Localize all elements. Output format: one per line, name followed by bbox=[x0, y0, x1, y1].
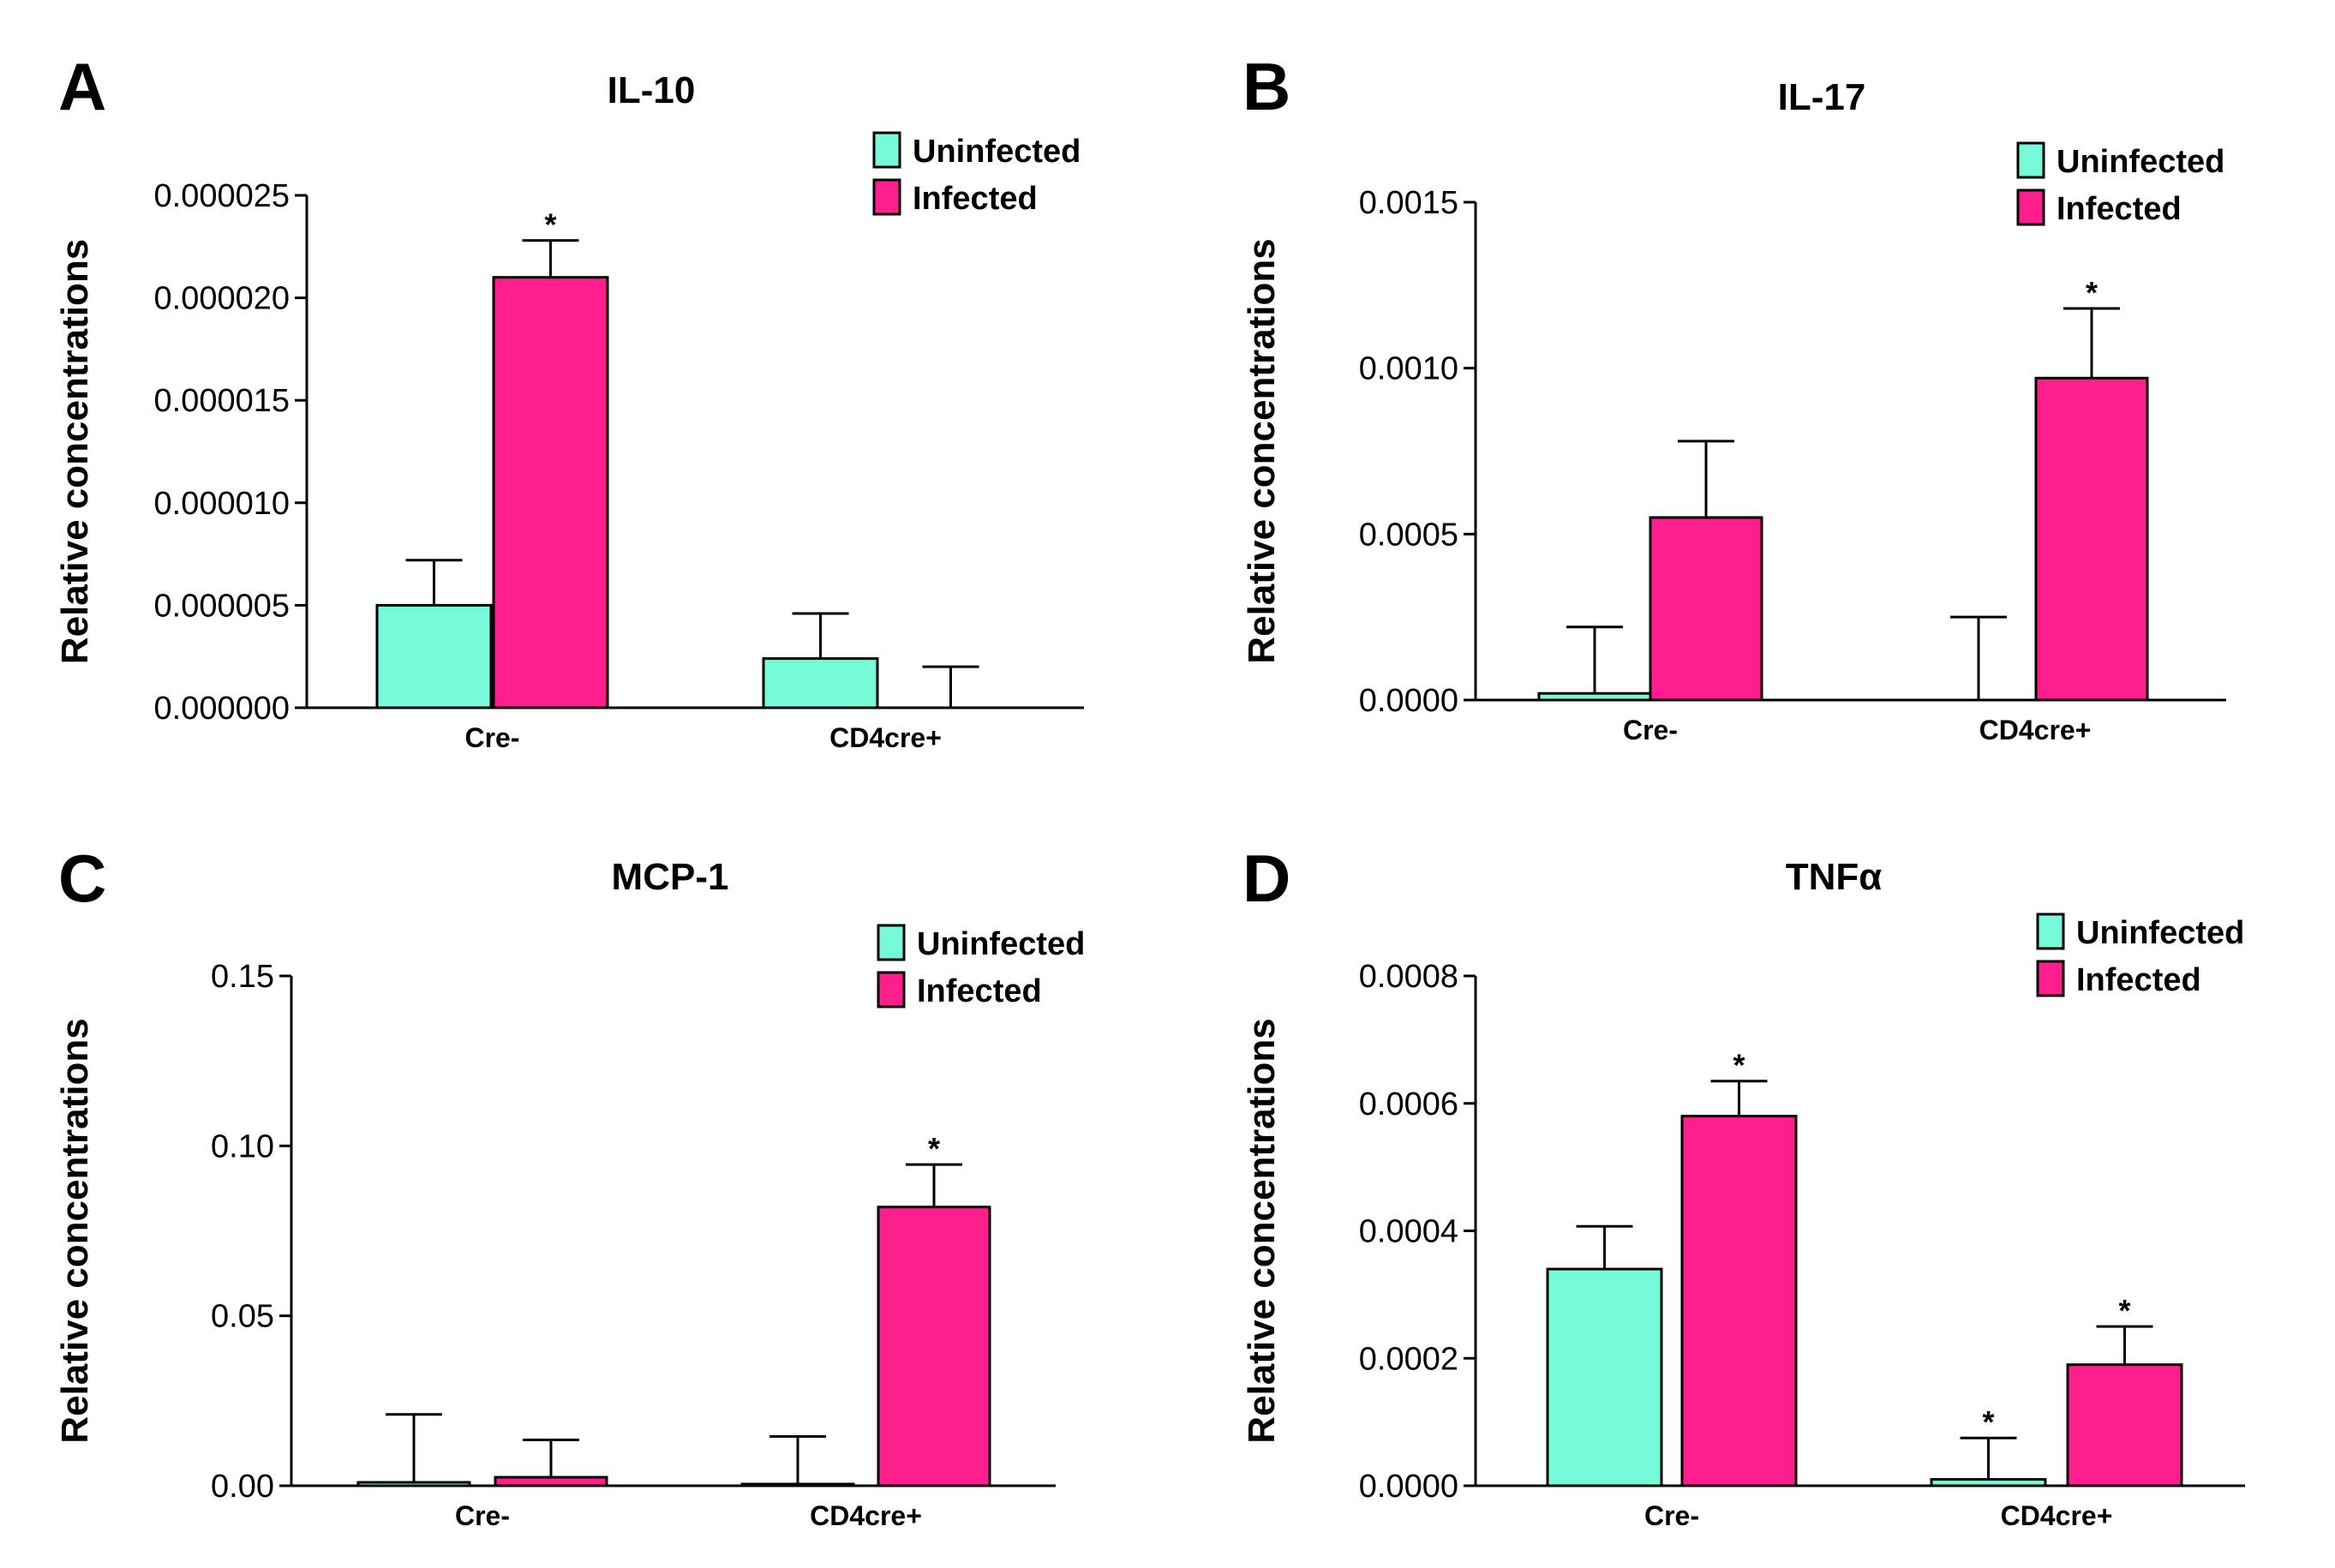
legend: Uninfected Infected bbox=[2016, 141, 2224, 227]
y-tick-label: 0.10 bbox=[211, 1128, 274, 1164]
legend-swatch-uninfected bbox=[2036, 913, 2065, 950]
chart-title: MCP-1 bbox=[612, 856, 729, 898]
y-tick-label: 0.00 bbox=[211, 1469, 274, 1505]
panel-b: B IL-17 Relative concentrations 0.0000 0.000… bbox=[1241, 49, 2226, 745]
y-tick-label: 0.15 bbox=[211, 959, 274, 995]
legend: Uninfected Infected bbox=[877, 924, 1085, 1009]
y-tick-label: 0.000010 bbox=[154, 486, 290, 522]
bar-uninfected bbox=[1546, 1267, 1663, 1487]
significance-star: * bbox=[1982, 1404, 1994, 1439]
legend-swatch-infected bbox=[2016, 189, 2045, 226]
y-tick-label: 0.0000 bbox=[1359, 683, 1458, 719]
legend-swatch-infected bbox=[2036, 960, 2065, 997]
significance-star: * bbox=[2086, 275, 2098, 310]
y-tick-label: 0.0015 bbox=[1359, 185, 1458, 221]
y-tick-label: 0.0005 bbox=[1359, 517, 1458, 553]
panel-a: A IL-10 Relative concentrations 0.000000 0.0… bbox=[54, 49, 1084, 753]
panel-letter: C bbox=[58, 841, 106, 916]
significance-star: * bbox=[544, 207, 556, 242]
panel-letter: D bbox=[1242, 841, 1290, 916]
bar-uninfected bbox=[740, 1482, 855, 1487]
y-tick-label: 0.000015 bbox=[154, 383, 290, 419]
y-tick-label: 0.000025 bbox=[154, 178, 290, 214]
bar-uninfected bbox=[1930, 1478, 2047, 1487]
x-tick-label: CD4cre+ bbox=[1979, 715, 2092, 745]
legend: Uninfected Infected bbox=[872, 131, 1081, 217]
panel-letter: B bbox=[1242, 49, 1290, 124]
y-axis-label: Relative concentrations bbox=[54, 1018, 96, 1443]
legend-label: Infected bbox=[2076, 962, 2201, 998]
legend-label: Infected bbox=[917, 973, 1042, 1009]
y-tick-label: 0.05 bbox=[211, 1299, 274, 1335]
legend-swatch-infected bbox=[872, 178, 901, 216]
y-tick-label: 0.0006 bbox=[1359, 1086, 1458, 1122]
panel-c: C MCP-1 Relative concentrations 0.00 0.05 0.1… bbox=[54, 841, 1085, 1531]
legend-swatch-uninfected bbox=[2016, 141, 2045, 179]
x-tick-label: CD4cre+ bbox=[829, 722, 942, 753]
bar-infected bbox=[1680, 1115, 1798, 1487]
significance-star: * bbox=[928, 1131, 940, 1166]
y-tick-label: 0.000005 bbox=[154, 588, 290, 624]
panel-letter: A bbox=[58, 49, 106, 124]
x-tick-label: Cre- bbox=[455, 1500, 510, 1531]
legend-label: Uninfected bbox=[2057, 144, 2224, 180]
legend-label: Uninfected bbox=[913, 134, 1081, 170]
legend: Uninfected Infected bbox=[2036, 913, 2244, 998]
bar-uninfected bbox=[762, 657, 879, 709]
y-tick-label: 0.0008 bbox=[1359, 959, 1458, 995]
x-tick-label: Cre- bbox=[1623, 715, 1678, 745]
chart-title: IL-17 bbox=[1778, 76, 1866, 118]
y-tick-label: 0.0002 bbox=[1359, 1341, 1458, 1377]
y-tick-label: 0.000020 bbox=[154, 281, 290, 317]
panel-d: D TNFα Relative concentrations 0.0000 0.0002… bbox=[1241, 841, 2245, 1531]
bar-infected bbox=[1649, 516, 1763, 702]
bar-infected bbox=[494, 1475, 608, 1487]
bar-infected bbox=[2034, 376, 2149, 702]
y-tick-label: 0.0004 bbox=[1359, 1214, 1458, 1250]
bar-infected bbox=[877, 1206, 991, 1487]
y-axis-label: Relative concentrations bbox=[54, 239, 96, 664]
legend-label: Uninfected bbox=[2076, 915, 2244, 951]
x-tick-label: CD4cre+ bbox=[810, 1500, 922, 1531]
y-axis-label: Relative concentrations bbox=[1241, 1018, 1283, 1443]
bar-uninfected bbox=[356, 1481, 471, 1487]
bar-uninfected bbox=[375, 603, 493, 709]
legend-label: Infected bbox=[2057, 191, 2182, 227]
legend-swatch-infected bbox=[877, 971, 906, 1008]
bar-uninfected bbox=[1537, 691, 1652, 702]
chart-title: TNFα bbox=[1786, 856, 1883, 898]
significance-star: * bbox=[1733, 1048, 1745, 1083]
y-tick-label: 0.0010 bbox=[1359, 351, 1458, 387]
legend-swatch-uninfected bbox=[877, 924, 906, 961]
legend-swatch-uninfected bbox=[872, 131, 901, 169]
bar-infected bbox=[492, 276, 609, 709]
x-tick-label: Cre- bbox=[1644, 1500, 1699, 1531]
y-axis-label: Relative concentrations bbox=[1241, 238, 1283, 663]
x-tick-label: CD4cre+ bbox=[2001, 1500, 2113, 1531]
significance-star: * bbox=[2118, 1293, 2130, 1328]
x-tick-label: Cre- bbox=[464, 722, 519, 753]
bar-infected bbox=[2066, 1363, 2183, 1487]
chart-title: IL-10 bbox=[608, 69, 696, 111]
y-tick-label: 0.000000 bbox=[154, 691, 290, 727]
legend-label: Infected bbox=[913, 181, 1038, 217]
legend-label: Uninfected bbox=[917, 926, 1085, 962]
y-tick-label: 0.0000 bbox=[1359, 1469, 1458, 1505]
